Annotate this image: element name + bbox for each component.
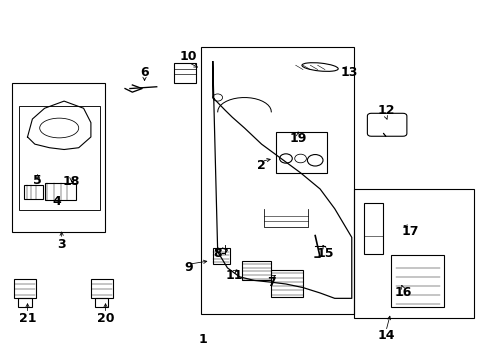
Bar [200, 47, 353, 315]
Bar [390, 255, 444, 307]
Text: 14: 14 [376, 329, 394, 342]
Bar [12, 83, 105, 232]
Text: 3: 3 [57, 238, 66, 251]
Text: 1: 1 [198, 333, 207, 346]
Bar [271, 270, 303, 297]
Bar [91, 279, 113, 298]
Bar [173, 63, 195, 83]
Text: 11: 11 [225, 269, 243, 282]
Text: 21: 21 [19, 311, 36, 325]
Text: 18: 18 [62, 175, 80, 188]
Bar [353, 189, 473, 318]
Text: 20: 20 [97, 311, 114, 325]
Text: 19: 19 [289, 132, 306, 145]
Text: 15: 15 [316, 247, 333, 260]
Text: 12: 12 [376, 104, 394, 117]
Text: 13: 13 [340, 66, 357, 79]
Bar [212, 248, 229, 264]
Text: 17: 17 [401, 225, 418, 238]
Bar [24, 185, 42, 199]
Bar [14, 279, 36, 298]
Text: 6: 6 [140, 66, 148, 79]
Text: 7: 7 [266, 276, 275, 289]
Bar [276, 132, 327, 173]
Text: 2: 2 [257, 159, 265, 172]
Bar [44, 183, 76, 200]
Text: 9: 9 [184, 261, 192, 274]
Bar [242, 261, 271, 280]
Bar [363, 203, 383, 253]
Text: 8: 8 [213, 247, 222, 260]
Text: 16: 16 [393, 287, 411, 300]
Bar [19, 107, 100, 211]
Bar [95, 298, 108, 307]
Text: 5: 5 [33, 174, 41, 186]
Text: 10: 10 [179, 50, 197, 63]
Text: 4: 4 [52, 195, 61, 208]
Bar [18, 298, 32, 307]
